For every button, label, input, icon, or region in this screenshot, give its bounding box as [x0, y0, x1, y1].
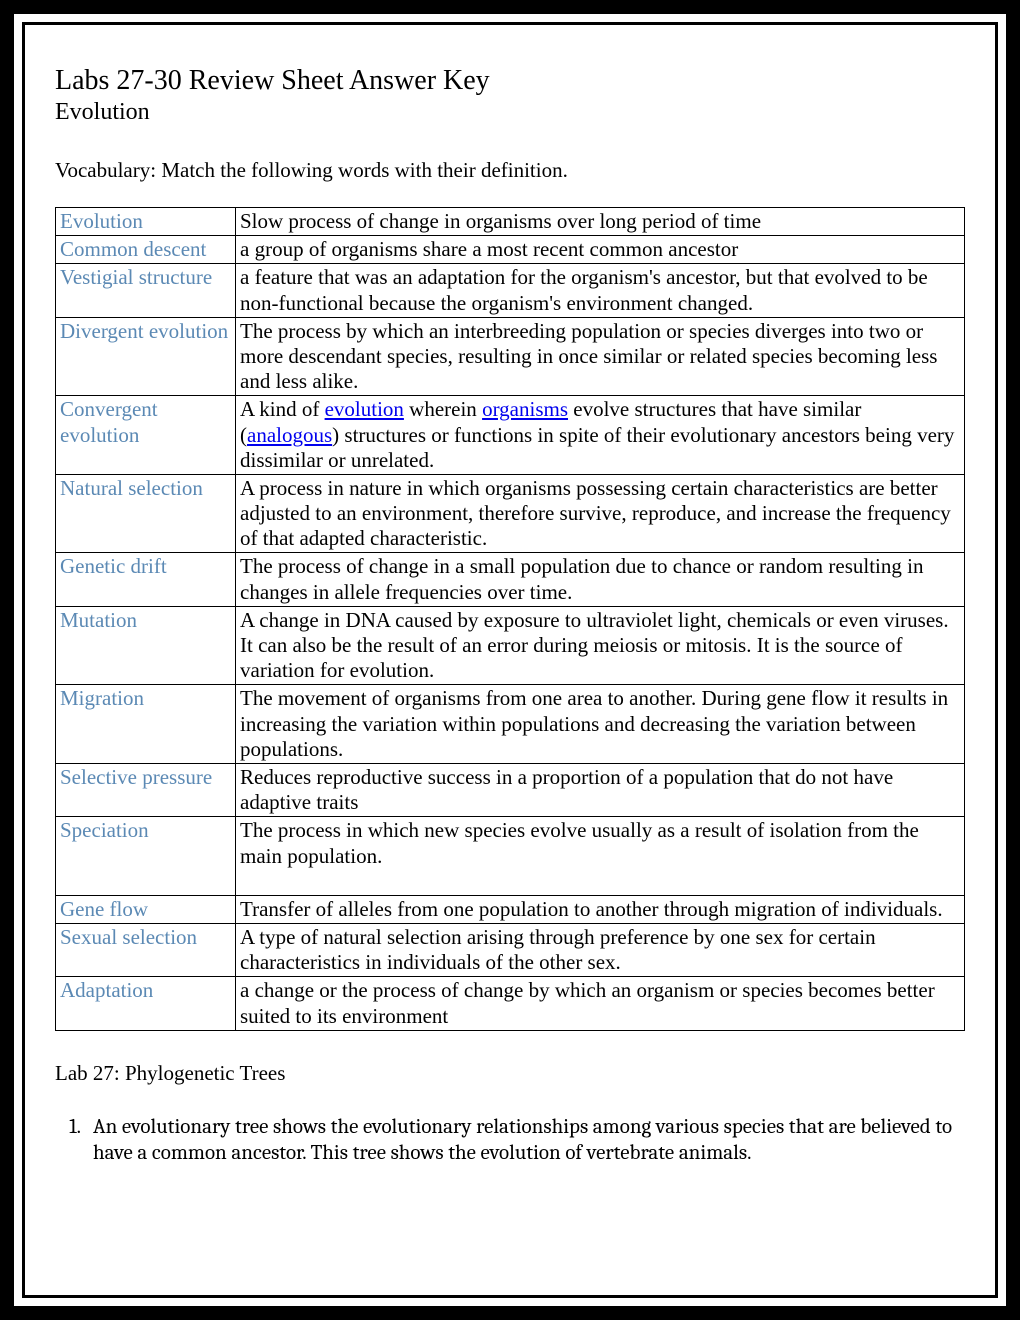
vocab-definition: A change in DNA caused by exposure to ul…	[236, 606, 965, 685]
table-row: Genetic driftThe process of change in a …	[56, 553, 965, 606]
vocab-definition: a group of organisms share a most recent…	[236, 236, 965, 264]
table-row: SpeciationThe process in which new speci…	[56, 817, 965, 896]
vocab-definition: Slow process of change in organisms over…	[236, 208, 965, 236]
definition-link[interactable]: analogous	[247, 423, 332, 447]
question-1: 1. An evolutionary tree shows the evolut…	[55, 1114, 965, 1167]
vocab-term: Natural selection	[56, 474, 236, 553]
question-number: 1.	[55, 1114, 93, 1167]
page-title: Labs 27-30 Review Sheet Answer Key	[55, 65, 965, 97]
vocab-table: EvolutionSlow process of change in organ…	[55, 207, 965, 1031]
vocab-intro: Vocabulary: Match the following words wi…	[55, 158, 965, 183]
vocab-term: Divergent evolution	[56, 317, 236, 396]
vocab-definition: The process of change in a small populat…	[236, 553, 965, 606]
vocab-definition: a change or the process of change by whi…	[236, 977, 965, 1030]
table-row: Natural selectionA process in nature in …	[56, 474, 965, 553]
vocab-term: Evolution	[56, 208, 236, 236]
vocab-term: Common descent	[56, 236, 236, 264]
vocab-term: Speciation	[56, 817, 236, 896]
table-row: Divergent evolutionThe process by which …	[56, 317, 965, 396]
inner-border: Labs 27-30 Review Sheet Answer Key Evolu…	[22, 22, 998, 1298]
vocab-definition: The process by which an interbreeding po…	[236, 317, 965, 396]
vocab-term: Genetic drift	[56, 553, 236, 606]
vocab-term: Gene flow	[56, 895, 236, 923]
table-row: MigrationThe movement of organisms from …	[56, 685, 965, 764]
vocab-definition: A kind of evolution wherein organisms ev…	[236, 396, 965, 475]
table-row: Selective pressureReduces reproductive s…	[56, 763, 965, 816]
vocab-term: Selective pressure	[56, 763, 236, 816]
vocab-definition: Transfer of alleles from one population …	[236, 895, 965, 923]
vocab-term: Adaptation	[56, 977, 236, 1030]
table-row: Convergent evolutionA kind of evolution …	[56, 396, 965, 475]
vocab-term: Vestigial structure	[56, 264, 236, 317]
vocab-term: Migration	[56, 685, 236, 764]
vocab-term: Mutation	[56, 606, 236, 685]
table-row: EvolutionSlow process of change in organ…	[56, 208, 965, 236]
vocab-definition: a feature that was an adaptation for the…	[236, 264, 965, 317]
vocab-definition: A process in nature in which organisms p…	[236, 474, 965, 553]
definition-link[interactable]: evolution	[325, 397, 404, 421]
table-row: Sexual selectionA type of natural select…	[56, 924, 965, 977]
vocab-term: Sexual selection	[56, 924, 236, 977]
table-row: Common descenta group of organisms share…	[56, 236, 965, 264]
table-row: Gene flowTransfer of alleles from one po…	[56, 895, 965, 923]
outer-border: Labs 27-30 Review Sheet Answer Key Evolu…	[0, 0, 1020, 1320]
section-title: Lab 27: Phylogenetic Trees	[55, 1061, 965, 1086]
vocab-term: Convergent evolution	[56, 396, 236, 475]
vocab-definition: The movement of organisms from one area …	[236, 685, 965, 764]
table-row: Vestigial structurea feature that was an…	[56, 264, 965, 317]
table-row: Adaptationa change or the process of cha…	[56, 977, 965, 1030]
page-subtitle: Evolution	[55, 99, 965, 126]
definition-link[interactable]: organisms	[482, 397, 568, 421]
table-row: MutationA change in DNA caused by exposu…	[56, 606, 965, 685]
vocab-definition: A type of natural selection arising thro…	[236, 924, 965, 977]
question-text: An evolutionary tree shows the evolution…	[93, 1114, 965, 1167]
vocab-definition: Reduces reproductive success in a propor…	[236, 763, 965, 816]
vocab-definition: The process in which new species evolve …	[236, 817, 965, 896]
